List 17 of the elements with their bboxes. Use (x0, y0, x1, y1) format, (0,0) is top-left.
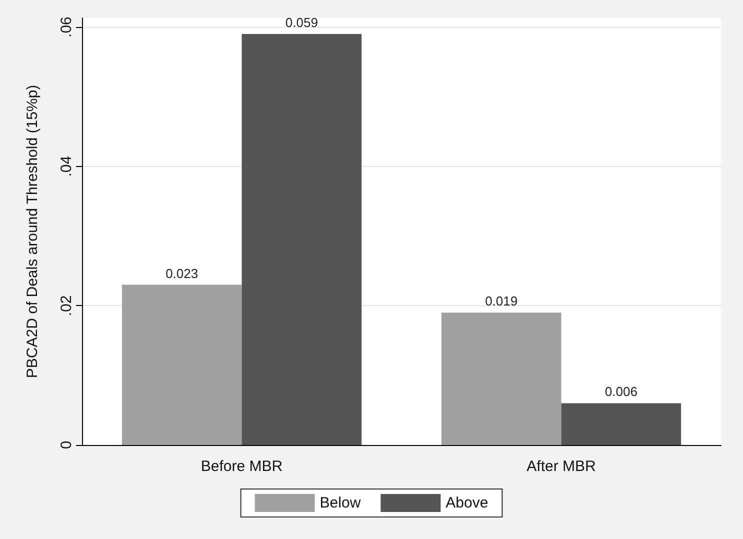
legend-label: Above (446, 494, 488, 512)
legend-label: Below (320, 494, 361, 512)
data-label: 0.059 (285, 15, 318, 30)
x-tick-label: Before MBR (200, 458, 283, 475)
data-label: 0.023 (166, 266, 198, 281)
y-tick-label: .06 (58, 16, 75, 38)
y-tick-label: .04 (58, 156, 75, 177)
x-tick-label: After MBR (526, 458, 596, 475)
data-label: 0.006 (604, 384, 638, 400)
bar (441, 312, 562, 445)
y-tick-label: 0 (58, 440, 75, 450)
bar (242, 34, 362, 445)
y-tick-label: .02 (58, 295, 75, 316)
y-axis-title: PBCA2D of Deals around Threshold (15%p) (24, 84, 41, 378)
data-label: 0.019 (485, 294, 518, 309)
bar (122, 284, 242, 445)
bar (561, 403, 682, 445)
